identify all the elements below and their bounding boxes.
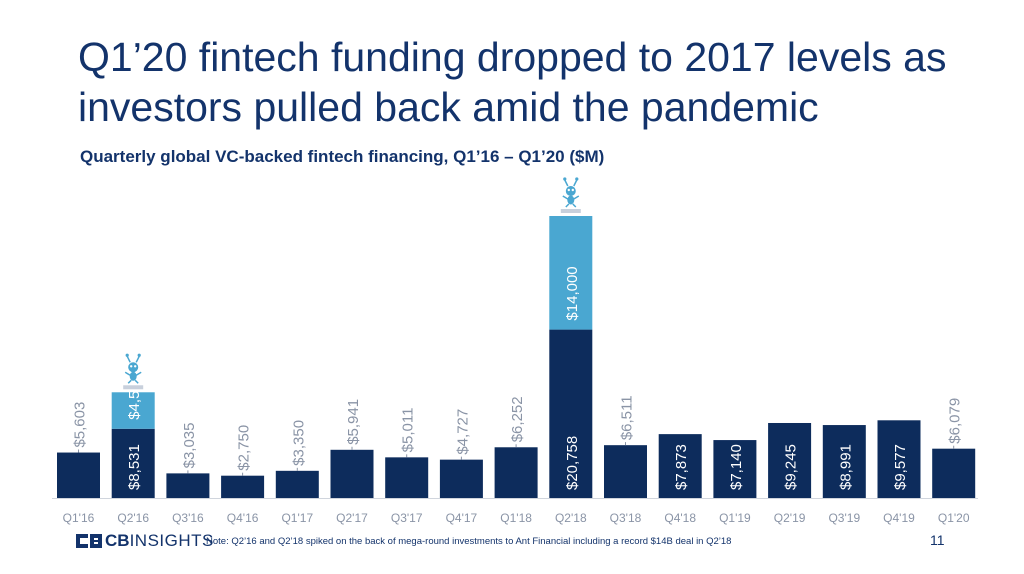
bar-base: [166, 473, 210, 498]
bar-base: [385, 457, 429, 498]
logo-text-insights: INSIGHTS: [129, 531, 214, 550]
bar-value-label: $6,511: [619, 395, 636, 440]
x-tick-label: Q1'18: [500, 511, 532, 525]
page-number: 11: [930, 532, 945, 548]
bar-value-label: $8,531: [126, 444, 143, 490]
bar-base: [713, 440, 757, 498]
chart-subtitle: Quarterly global VC-backed fintech finan…: [80, 147, 605, 166]
bar-base: [221, 475, 265, 498]
bar-value-label: $5,603: [72, 402, 89, 448]
bar-base: [330, 449, 374, 498]
x-tick-label: Q4'16: [227, 511, 259, 525]
bar-base: [439, 459, 483, 498]
ant-financial-logo-icon: [560, 177, 581, 213]
bar-base: [275, 470, 319, 498]
bar-base: [111, 428, 155, 498]
bar-value-label: $6,252: [509, 396, 526, 442]
x-tick-label: Q2'19: [774, 511, 806, 525]
bar-base: [822, 425, 866, 498]
x-tick-label: Q1'17: [281, 511, 313, 525]
bar-value-label: $7,873: [673, 444, 690, 490]
bar-base: [877, 420, 921, 498]
bar-ant-financial: [549, 216, 593, 330]
x-tick-label: Q1'20: [938, 511, 970, 525]
x-tick-label: Q4'19: [883, 511, 915, 525]
x-tick-label: Q3'19: [828, 511, 860, 525]
bar-value-label: $3,035: [181, 422, 198, 468]
cb-insights-logo-icon: [76, 534, 102, 548]
bar-value-label: $8,991: [837, 444, 854, 490]
bar-ant-financial: [111, 392, 155, 429]
x-tick-label: Q2'17: [336, 511, 368, 525]
bar-value-label: $5,011: [400, 408, 417, 453]
bar-value-label-ant-financial: $14,000: [564, 266, 581, 320]
footnote: Note: Q2’16 and Q2’18 spiked on the back…: [206, 536, 732, 547]
bar-base: [549, 329, 593, 498]
bar-value-label: $9,245: [783, 444, 800, 490]
x-tick-label: Q3'16: [172, 511, 204, 525]
bar-value-label: $20,758: [564, 436, 581, 490]
bar-value-label: $2,750: [236, 425, 253, 471]
bar-base: [768, 422, 812, 498]
bar-value-label: $4,727: [454, 409, 471, 455]
bar-value-label: $3,350: [290, 420, 307, 466]
x-tick-label: Q2'16: [117, 511, 149, 525]
bar-value-label: $5,941: [345, 399, 362, 445]
cb-insights-logo: CB INSIGHTS: [76, 531, 214, 550]
bar-value-label: $7,140: [728, 444, 745, 490]
logo-text-cb: CB: [105, 531, 130, 550]
ant-financial-logo-icon: [123, 353, 144, 390]
bar-value-label: $9,577: [892, 444, 909, 490]
x-tick-label: Q1'16: [63, 511, 95, 525]
bar-base: [658, 434, 702, 498]
x-tick-label: Q4'17: [446, 511, 478, 525]
x-tick-label: Q4'18: [664, 511, 696, 525]
x-tick-label: Q3'18: [610, 511, 642, 525]
x-tick-label: Q3'17: [391, 511, 423, 525]
page-title: Q1’20 fintech funding dropped to 2017 le…: [78, 34, 947, 130]
bar-base: [57, 452, 100, 498]
bar-base: [604, 445, 647, 498]
x-tick-label: Q2'18: [555, 511, 587, 525]
bar-base: [932, 448, 976, 498]
bar-value-label: $6,079: [947, 398, 964, 444]
x-tick-label: Q1'19: [719, 511, 751, 525]
bar-base: [494, 447, 538, 498]
